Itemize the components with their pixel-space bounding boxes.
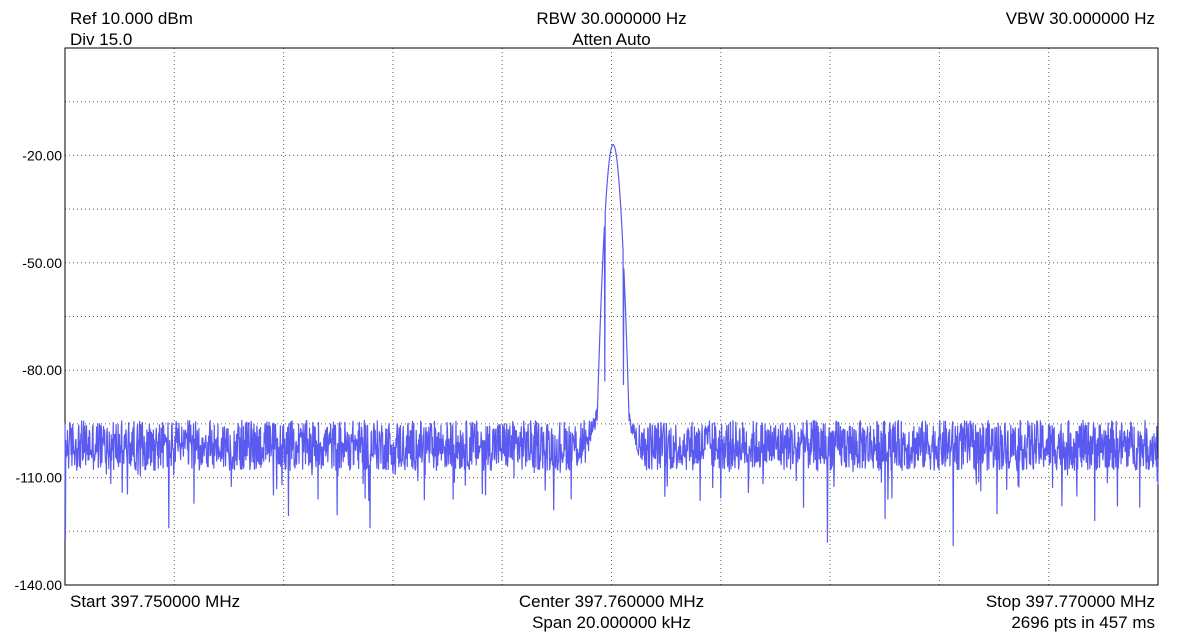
y-tick-label: -110.00 [16, 470, 63, 486]
stop-freq-label: Stop 397.770000 MHz [985, 592, 1155, 611]
ref-level-label: Ref 10.000 dBm [70, 9, 193, 28]
div-scale-label: Div 15.0 [70, 30, 133, 49]
y-tick-label: -140.00 [15, 577, 63, 593]
rbw-label: RBW 30.000000 Hz [536, 9, 687, 28]
y-tick-label: -20.00 [22, 147, 62, 163]
span-label: Span 20.000000 kHz [532, 613, 691, 632]
atten-label: Atten Auto [572, 30, 651, 49]
sweep-points-label: 2696 pts in 457 ms [1011, 613, 1155, 632]
plot-frame [64, 47, 1159, 586]
start-freq-label: Start 397.750000 MHz [70, 592, 241, 611]
carrier-peak-point [612, 143, 614, 146]
y-tick-label: -80.00 [22, 362, 62, 378]
spectrum-trace [64, 144, 1159, 547]
y-tick-label: -50.00 [22, 255, 62, 271]
vbw-label: VBW 30.000000 Hz [1005, 9, 1155, 28]
center-freq-label: Center 397.760000 MHz [518, 592, 705, 611]
